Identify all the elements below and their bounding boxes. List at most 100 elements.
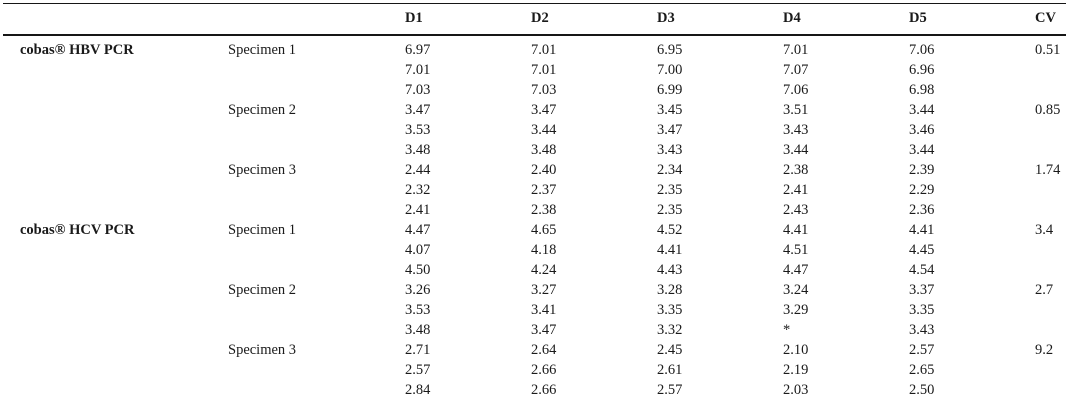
specimen-cell: Specimen 2 [228,102,297,118]
value-cell-d2: 3.27 [531,282,557,298]
assay-cell: cobas® HBV PCR [20,42,134,58]
value-cell-d2: 4.65 [531,222,557,238]
cv-cell [1035,241,1066,261]
value-cell-d4: 3.24 [783,282,809,298]
value-cell-d2: 3.47 [531,322,557,338]
value-cell-d5: 2.65 [909,362,935,378]
value-cell-d1: 7.01 [405,62,431,78]
cv-cell [1035,141,1066,161]
value-cell-d1: 3.48 [405,322,431,338]
column-header-d4: D4 [783,4,909,36]
value-cell-d4: 7.07 [783,62,809,78]
value-cell-d2: 2.40 [531,162,557,178]
precision-table: D1 D2 D3 D4 D5 CV cobas® HBV PCR Specimen 1 6.9… [3,4,1066,403]
value-cell-d4: 4.47 [783,262,809,278]
cv-cell [1035,361,1066,381]
column-header-empty-0 [3,4,228,36]
cv-cell [1035,301,1066,321]
value-cell-d2: 2.37 [531,182,557,198]
value-cell-d2: 2.66 [531,362,557,378]
table-row: Specimen 3 2.71 2.64 2.45 2.10 2.57 9.2 [3,341,1066,361]
specimen-cell [228,301,405,321]
cv-cell: 9.2 [1035,342,1054,358]
value-cell-d4: 4.51 [783,242,809,258]
assay-cell [3,161,228,181]
value-cell-d5: 6.96 [909,62,935,78]
table-row: 4.50 4.24 4.43 4.47 4.54 [3,261,1066,281]
table-row: 7.01 7.01 7.00 7.07 6.96 [3,61,1066,81]
table-row: 2.32 2.37 2.35 2.41 2.29 [3,181,1066,201]
cv-cell [1035,81,1066,101]
value-cell-d3: 2.57 [657,382,683,398]
value-cell-d5: 2.50 [909,382,935,398]
table-row: Specimen 2 3.26 3.27 3.28 3.24 3.37 2.7 [3,281,1066,301]
value-cell-d3: 3.35 [657,302,683,318]
value-cell-d5: 4.54 [909,262,935,278]
table-row: 2.41 2.38 2.35 2.43 2.36 [3,201,1066,221]
assay-cell [3,241,228,261]
value-cell-d4: 2.19 [783,362,809,378]
value-cell-d5: 2.57 [909,342,935,358]
value-cell-d3: 4.52 [657,222,683,238]
value-cell-d4: 2.41 [783,182,809,198]
value-cell-d3: 3.32 [657,322,683,338]
value-cell-d4: 4.41 [783,222,809,238]
value-cell-d3: 3.47 [657,122,683,138]
value-cell-d4: * [783,322,791,338]
value-cell-d4: 2.10 [783,342,809,358]
assay-cell [3,141,228,161]
assay-cell [3,321,228,341]
value-cell-d2: 4.24 [531,262,557,278]
assay-cell [3,61,228,81]
value-cell-d1: 3.53 [405,122,431,138]
assay-cell [3,341,228,361]
cv-cell [1035,201,1066,221]
value-cell-d4: 2.38 [783,162,809,178]
value-cell-d4: 7.06 [783,82,809,98]
cv-cell [1035,321,1066,341]
value-cell-d5: 3.46 [909,122,935,138]
value-cell-d4: 3.29 [783,302,809,318]
assay-cell [3,81,228,101]
column-header-cv: CV [1035,4,1066,36]
value-cell-d1: 4.47 [405,222,431,238]
value-cell-d2: 7.01 [531,42,557,58]
value-cell-d3: 2.61 [657,362,683,378]
value-cell-d2: 7.01 [531,62,557,78]
specimen-cell: Specimen 2 [228,282,297,298]
assay-cell [3,381,228,403]
table-row: Specimen 2 3.47 3.47 3.45 3.51 3.44 0.85 [3,101,1066,121]
cv-cell: 0.85 [1035,102,1061,118]
cv-cell: 1.74 [1035,162,1061,178]
value-cell-d5: 6.98 [909,82,935,98]
value-cell-d2: 3.41 [531,302,557,318]
assay-cell [3,281,228,301]
cv-cell: 0.51 [1035,42,1061,58]
value-cell-d5: 3.43 [909,322,935,338]
value-cell-d4: 3.51 [783,102,809,118]
specimen-cell: Specimen 3 [228,162,297,178]
cv-cell [1035,181,1066,201]
value-cell-d2: 2.66 [531,382,557,398]
assay-cell: cobas® HCV PCR [20,222,135,238]
table-body: cobas® HBV PCR Specimen 1 6.97 7.01 6.95 7.01… [3,35,1066,403]
assay-cell [3,301,228,321]
value-cell-d1: 4.07 [405,242,431,258]
table-row: 2.57 2.66 2.61 2.19 2.65 [3,361,1066,381]
value-cell-d1: 7.03 [405,82,431,98]
specimen-cell [228,261,405,281]
specimen-cell: Specimen 3 [228,342,297,358]
specimen-cell [228,61,405,81]
value-cell-d3: 4.41 [657,242,683,258]
assay-cell [3,201,228,221]
assay-cell [3,261,228,281]
value-cell-d5: 4.41 [909,222,935,238]
value-cell-d5: 3.44 [909,142,935,158]
cv-cell [1035,261,1066,281]
value-cell-d5: 3.37 [909,282,935,298]
value-cell-d4: 3.44 [783,142,809,158]
table-row: 3.53 3.41 3.35 3.29 3.35 [3,301,1066,321]
table-row: Specimen 3 2.44 2.40 2.34 2.38 2.39 1.74 [3,161,1066,181]
value-cell-d3: 2.34 [657,162,683,178]
specimen-cell [228,381,405,403]
